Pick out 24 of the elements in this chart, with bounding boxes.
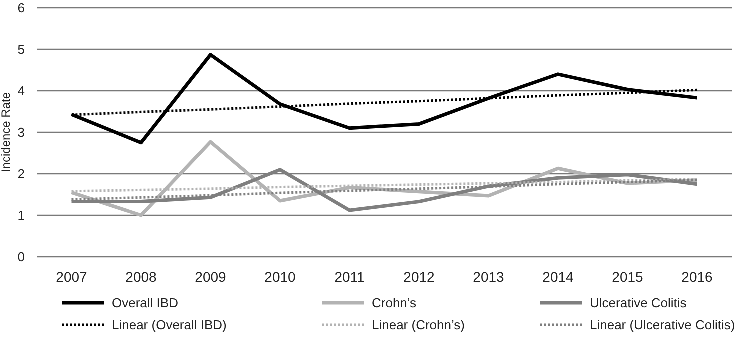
- y-axis-title: Incidence Rate: [0, 92, 13, 173]
- y-tick-label: 6: [18, 0, 25, 16]
- legend-label: Overall IBD: [112, 296, 178, 311]
- y-tick-label: 2: [18, 166, 25, 182]
- y-tick-label: 4: [18, 84, 25, 99]
- x-tick-label: 2010: [264, 268, 296, 285]
- x-tick-label: 2013: [473, 268, 505, 285]
- legend-label: Linear (Overall IBD): [112, 318, 227, 333]
- x-tick-label: 2011: [334, 268, 366, 285]
- x-tick-label: 2014: [542, 268, 574, 285]
- legend-label: Linear (Ulcerative Colitis): [590, 318, 736, 333]
- x-tick-label: 2009: [195, 268, 227, 285]
- x-tick-label: 2016: [682, 268, 714, 285]
- legend-label: Ulcerative Colitis: [590, 296, 688, 311]
- legend-label: Linear (Crohn’s): [372, 318, 465, 333]
- y-tick-label: 3: [18, 125, 25, 140]
- y-tick-label: 0: [18, 250, 25, 265]
- x-tick-label: 2007: [56, 268, 88, 285]
- y-tick-label: 5: [18, 42, 25, 58]
- legend-label: Crohn’s: [372, 296, 418, 311]
- x-tick-label: 2008: [126, 268, 158, 285]
- y-tick-label: 1: [18, 208, 25, 224]
- x-tick-label: 2012: [404, 268, 436, 285]
- x-tick-label: 2015: [612, 268, 644, 285]
